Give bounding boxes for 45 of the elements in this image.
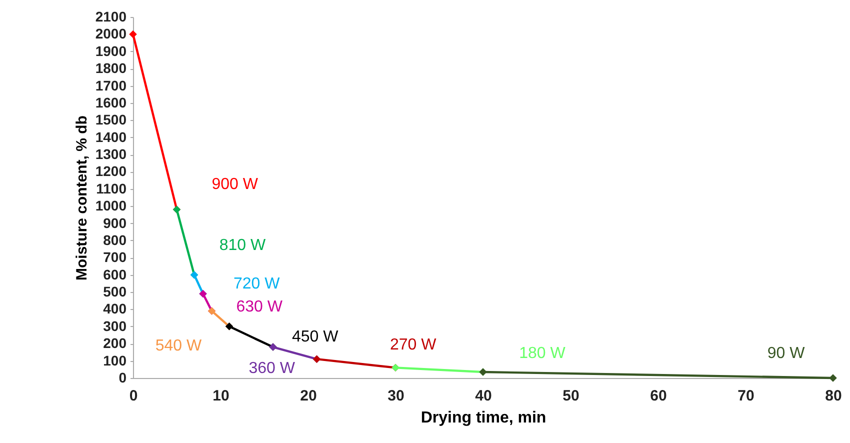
x-tick-label: 0 — [129, 388, 138, 404]
y-tick-label: 300 — [103, 318, 127, 334]
y-tick-label: 1500 — [95, 112, 127, 128]
y-tick-label: 1700 — [95, 77, 127, 94]
x-tick-label: 30 — [388, 388, 404, 404]
series-label: 720 W — [234, 275, 281, 292]
y-tick-label: 2100 — [95, 8, 127, 24]
x-axis-title: Drying time, min — [420, 410, 546, 426]
x-tick-label: 40 — [475, 388, 492, 404]
x-tick-label: 70 — [738, 388, 754, 404]
series-label: 810 W — [219, 237, 267, 254]
y-tick-label: 1600 — [95, 94, 127, 110]
y-axis-title: Moisture content, % db — [73, 116, 90, 280]
y-tick-label: 500 — [103, 284, 127, 300]
y-tick-label: 700 — [103, 249, 127, 266]
series-label: 90 W — [767, 344, 806, 362]
y-tick-label: 1800 — [95, 60, 127, 76]
series-label: 540 W — [155, 338, 203, 355]
series-label: 270 W — [390, 336, 438, 354]
y-tick-label: 1100 — [96, 180, 127, 196]
series-label: 360 W — [248, 360, 296, 378]
y-tick-label: 900 — [103, 214, 127, 231]
y-tick-label: 800 — [103, 232, 127, 248]
point — [129, 30, 137, 38]
y-tick-label: 0 — [118, 370, 127, 386]
series-label: 450 W — [292, 328, 340, 346]
text: 180 W — [519, 344, 566, 362]
x-tick-label: 60 — [650, 388, 667, 404]
text: 900 W — [212, 176, 259, 193]
x-tick-label: 20 — [300, 388, 317, 404]
series-label: 630 W — [236, 298, 284, 316]
y-tick-label: 1300 — [95, 146, 127, 162]
y-tick-label: 2000 — [95, 26, 127, 42]
y-tick-label: 1900 — [95, 42, 127, 59]
y-tick-label: 1400 — [95, 128, 127, 145]
x-tick-label: 10 — [212, 388, 230, 404]
y-tick-label: 100 — [103, 352, 127, 368]
x-tick-label: 50 — [562, 388, 580, 404]
x-tick-label: 80 — [825, 388, 842, 404]
point — [829, 374, 837, 382]
y-tick-label: 600 — [103, 266, 127, 282]
y-tick-label: 1000 — [95, 198, 127, 214]
y-tick-label: 400 — [103, 300, 127, 317]
y-tick-label: 1200 — [95, 163, 127, 180]
y-tick-label: 200 — [103, 335, 127, 352]
